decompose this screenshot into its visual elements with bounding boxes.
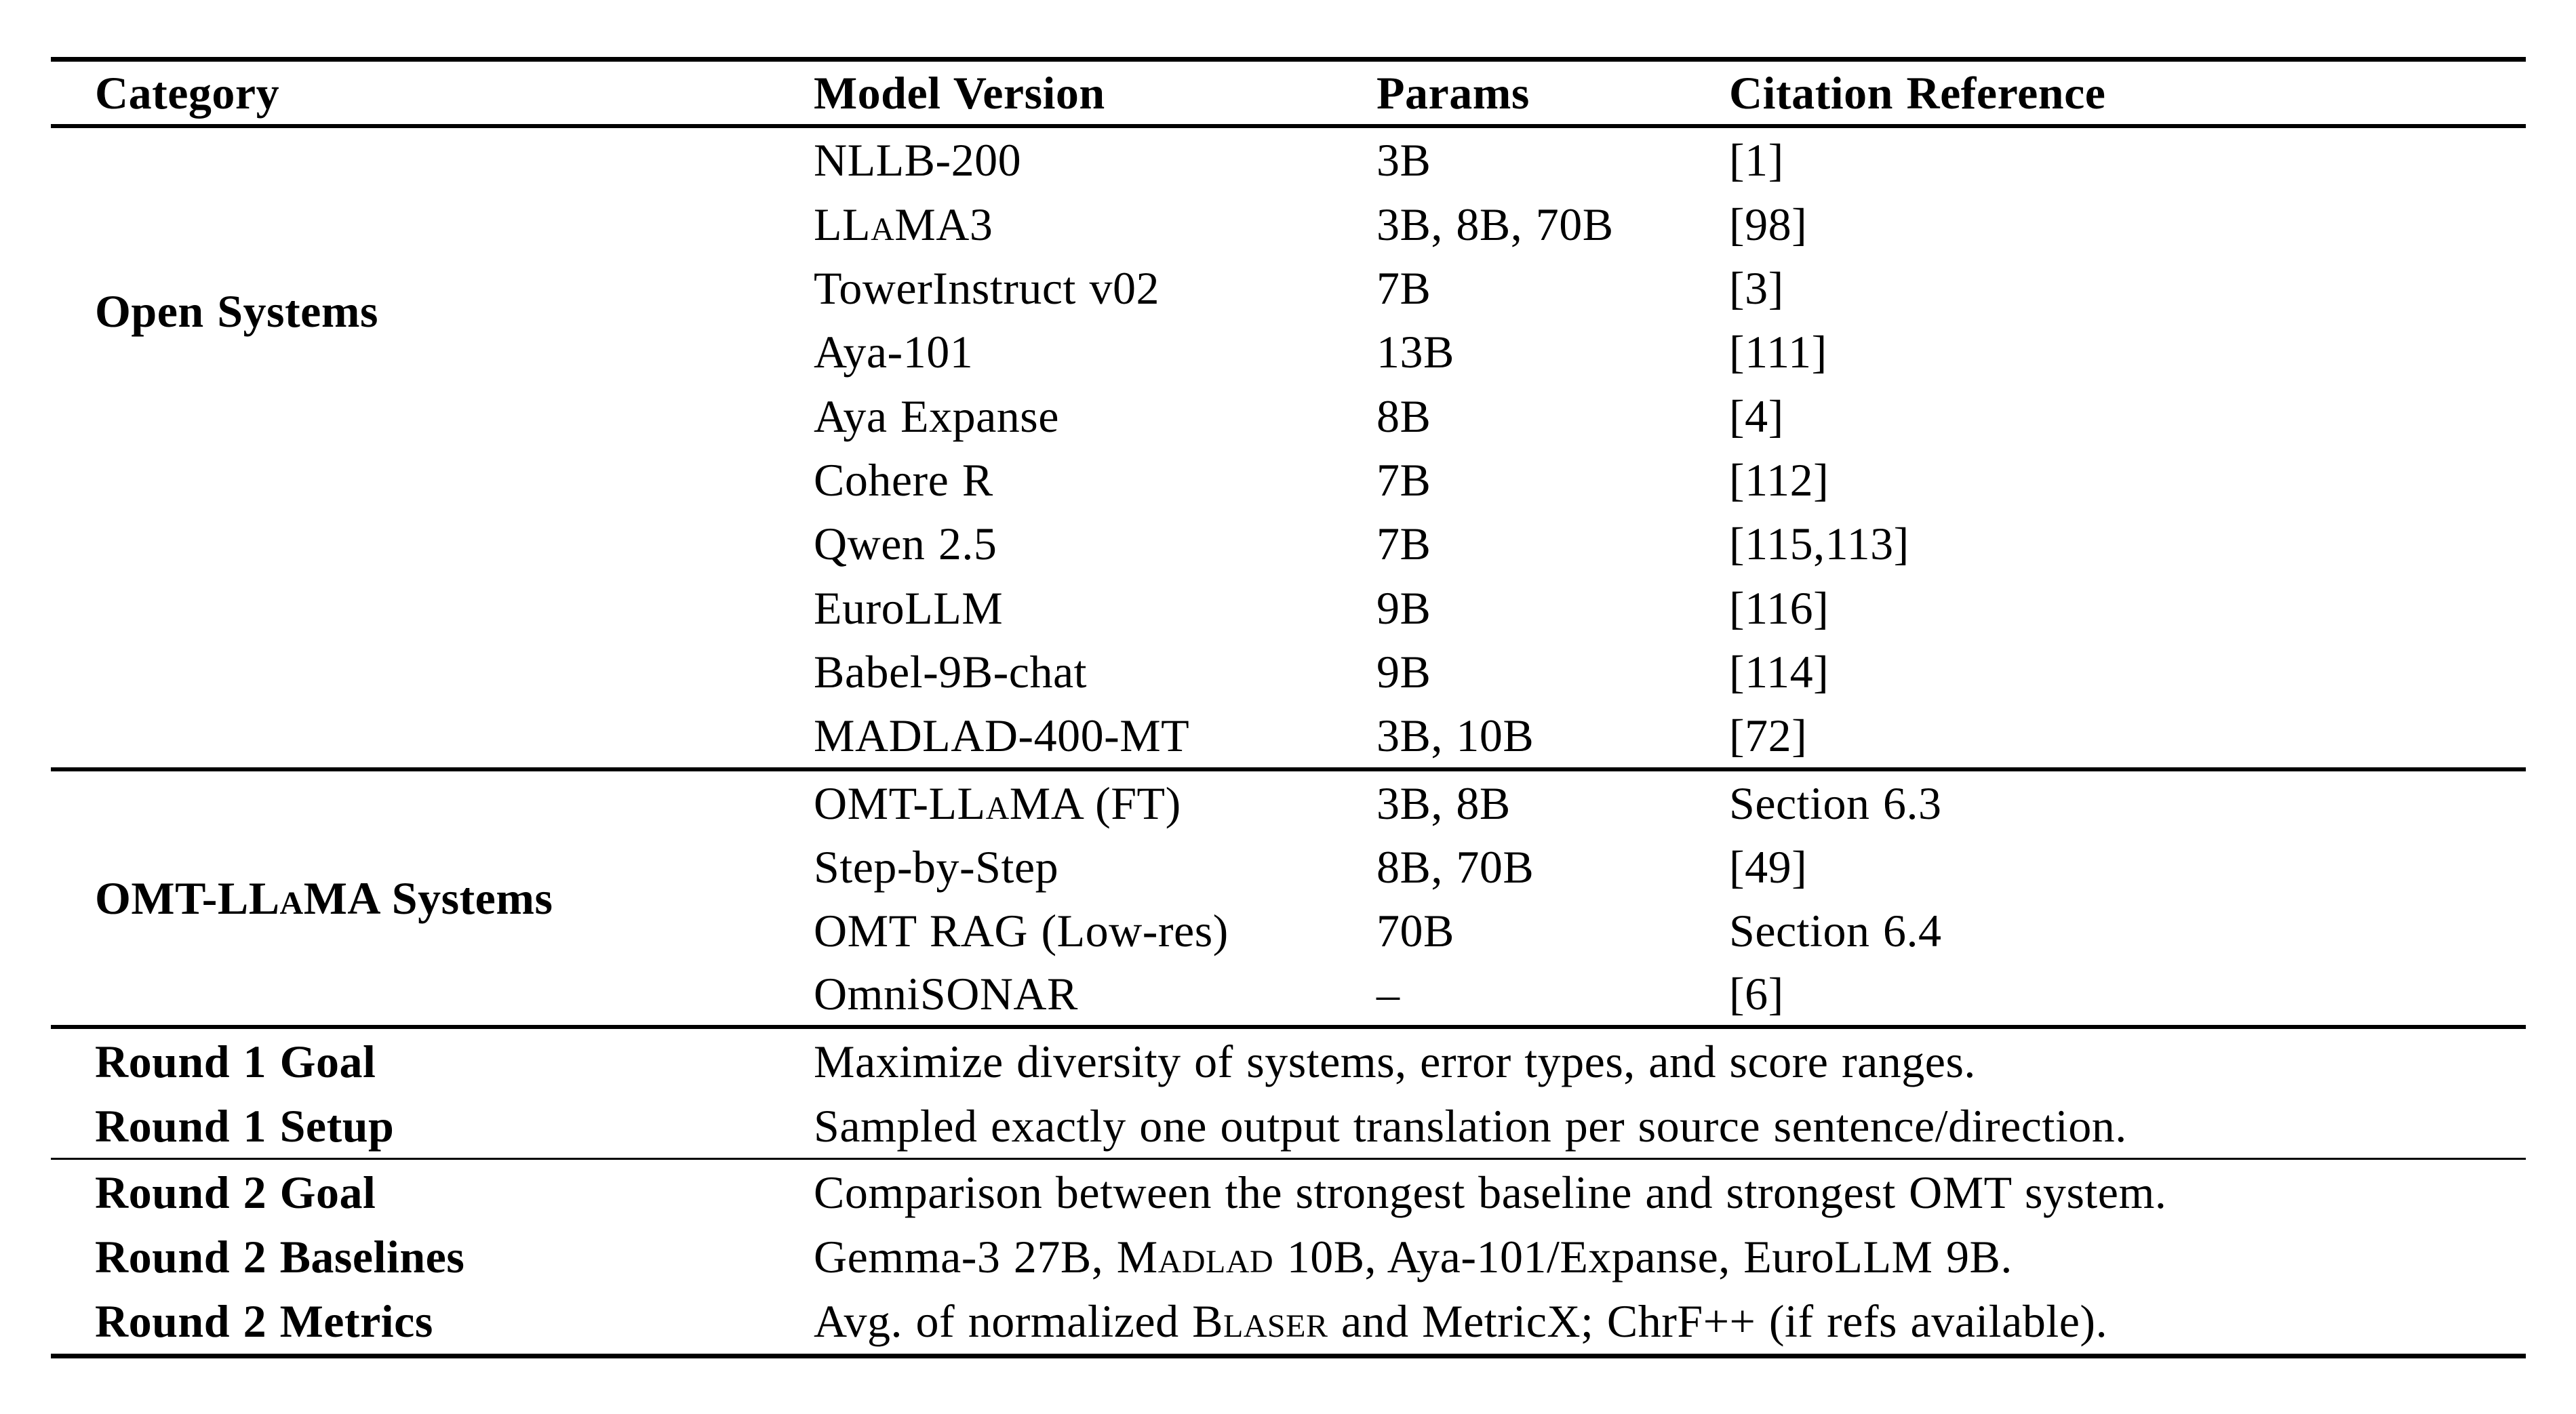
citation-reference-column-header: Citation Reference xyxy=(1729,66,2106,119)
open-systems-row: TowerInstruct v02 7B [3] xyxy=(51,256,2526,320)
open-systems-row: LLaMA3 3B, 8B, 70B [98] xyxy=(51,192,2526,256)
params-cell: 3B, 8B xyxy=(1376,777,1511,829)
open-systems-row: Aya-101 13B [111] xyxy=(51,320,2526,384)
category-column-header: Category xyxy=(95,66,280,119)
omt-systems-row: OMT-LLaMA (FT) 3B, 8B Section 6.3 xyxy=(51,771,2526,835)
citation-cell: Section 6.4 xyxy=(1729,904,1942,956)
summary-label: Round 2 Baselines xyxy=(95,1230,465,1282)
open-systems-row: NLLB-200 3B [1] xyxy=(51,128,2526,192)
model-cell: OMT RAG (Low-res) xyxy=(814,904,1229,956)
citation-cell: Section 6.3 xyxy=(1729,777,1942,829)
citation-cell: [3] xyxy=(1729,262,1784,314)
params-cell: 3B, 8B, 70B xyxy=(1376,198,1614,250)
citation-cell: [98] xyxy=(1729,198,1808,250)
citation-cell: [112] xyxy=(1729,453,1829,506)
summary-row: Round 1 Goal Maximize diversity of syste… xyxy=(51,1029,2526,1093)
params-cell: – xyxy=(1376,967,1400,1019)
category-label-omt-llama-systems: OMT-LLaMA Systems xyxy=(95,872,553,924)
model-cell: Babel-9B-chat xyxy=(814,645,1088,698)
model-cell: Cohere R xyxy=(814,453,993,506)
model-cell: OmniSONAR xyxy=(814,967,1078,1019)
model-cell: NLLB-200 xyxy=(814,134,1022,186)
summary-row: Round 1 Setup Sampled exactly one output… xyxy=(51,1093,2526,1158)
model-cell: Aya-101 xyxy=(814,325,974,378)
category-label-open-systems: Open Systems xyxy=(95,285,378,337)
open-systems-row: Aya Expanse 8B [4] xyxy=(51,384,2526,448)
params-cell: 3B, 10B xyxy=(1376,709,1534,761)
params-cell: 7B xyxy=(1376,262,1431,314)
params-cell: 9B xyxy=(1376,645,1431,698)
model-cell: EuroLLM xyxy=(814,582,1004,634)
summary-value: Comparison between the strongest baselin… xyxy=(814,1166,2167,1218)
params-column-header: Params xyxy=(1376,66,1530,119)
midrule-round1-round2 xyxy=(51,1158,2526,1160)
midrule-omt-round1 xyxy=(51,1025,2526,1029)
model-cell: OMT-LLaMA (FT) xyxy=(814,777,1181,829)
summary-label: Round 1 Goal xyxy=(95,1035,376,1087)
open-systems-row: Babel-9B-chat 9B [114] xyxy=(51,640,2526,704)
top-rule xyxy=(51,57,2526,62)
citation-cell: [116] xyxy=(1729,582,1829,634)
summary-value: Sampled exactly one output translation p… xyxy=(814,1099,2127,1152)
citation-cell: [114] xyxy=(1729,645,1829,698)
citation-cell: [115,113] xyxy=(1729,517,1909,569)
citation-cell: [1] xyxy=(1729,134,1784,186)
summary-value: Gemma-3 27B, Madlad 10B, Aya-101/Expanse… xyxy=(814,1230,2013,1282)
bottom-rule xyxy=(51,1354,2526,1358)
omt-systems-row: OMT RAG (Low-res) 70B Section 6.4 xyxy=(51,899,2526,962)
params-cell: 13B xyxy=(1376,325,1454,378)
summary-value: Maximize diversity of systems, error typ… xyxy=(814,1035,1976,1087)
citation-cell: [6] xyxy=(1729,967,1784,1019)
citation-cell: [111] xyxy=(1729,325,1827,378)
model-cell: Qwen 2.5 xyxy=(814,517,997,569)
summary-label: Round 2 Goal xyxy=(95,1166,376,1218)
params-cell: 3B xyxy=(1376,134,1431,186)
open-systems-row: MADLAD-400-MT 3B, 10B [72] xyxy=(51,704,2526,767)
summary-row: Round 2 Baselines Gemma-3 27B, Madlad 10… xyxy=(51,1224,2526,1289)
summary-label: Round 1 Setup xyxy=(95,1099,395,1152)
model-cell: TowerInstruct v02 xyxy=(814,262,1160,314)
open-systems-row: Cohere R 7B [112] xyxy=(51,448,2526,512)
summary-row: Round 2 Goal Comparison between the stro… xyxy=(51,1160,2526,1224)
model-cell: LLaMA3 xyxy=(814,198,993,250)
citation-cell: [72] xyxy=(1729,709,1808,761)
summary-label: Round 2 Metrics xyxy=(95,1295,433,1347)
citation-cell: [4] xyxy=(1729,390,1784,442)
params-cell: 70B xyxy=(1376,904,1454,956)
model-cell: Step-by-Step xyxy=(814,841,1059,893)
header-rule xyxy=(51,124,2526,128)
omt-systems-row: OmniSONAR – [6] xyxy=(51,962,2526,1025)
params-cell: 7B xyxy=(1376,453,1431,506)
systems-overview-table: Category Model Version Params Citation R… xyxy=(51,0,2526,1414)
open-systems-row: Qwen 2.5 7B [115,113] xyxy=(51,512,2526,575)
omt-systems-row: Step-by-Step 8B, 70B [49] xyxy=(51,835,2526,899)
params-cell: 8B xyxy=(1376,390,1431,442)
summary-row: Round 2 Metrics Avg. of normalized Blase… xyxy=(51,1289,2526,1354)
open-systems-row: EuroLLM 9B [116] xyxy=(51,575,2526,640)
model-version-column-header: Model Version xyxy=(814,66,1105,119)
params-cell: 8B, 70B xyxy=(1376,841,1534,893)
params-cell: 9B xyxy=(1376,582,1431,634)
summary-value: Avg. of normalized Blaser and MetricX; C… xyxy=(814,1295,2108,1347)
citation-cell: [49] xyxy=(1729,841,1808,893)
midrule-open-omt xyxy=(51,767,2526,771)
header-row: Category Model Version Params Citation R… xyxy=(51,62,2526,124)
model-cell: Aya Expanse xyxy=(814,390,1059,442)
params-cell: 7B xyxy=(1376,517,1431,569)
model-cell: MADLAD-400-MT xyxy=(814,709,1190,761)
